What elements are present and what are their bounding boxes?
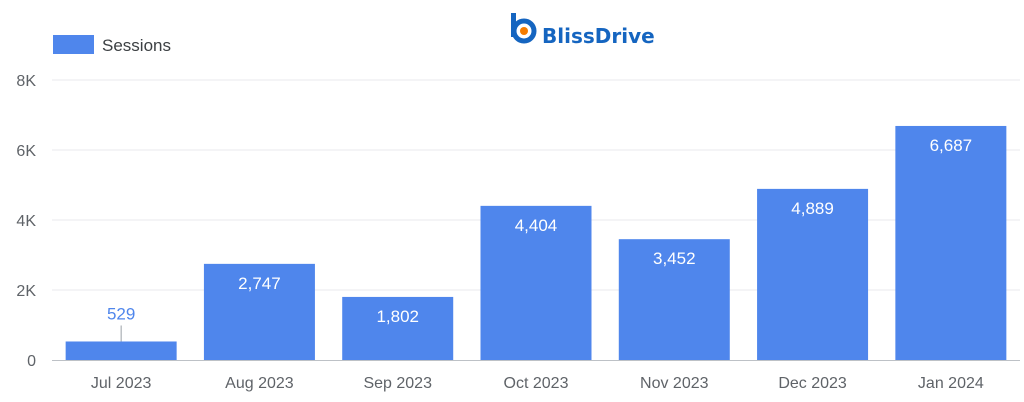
bar-value-label: 3,452 [653, 249, 696, 268]
x-tick-label: Aug 2023 [225, 375, 294, 392]
bar-value-label: 4,404 [515, 216, 558, 235]
bar-value-label: 4,889 [791, 199, 834, 218]
bar[interactable] [480, 205, 592, 360]
y-tick-label: 4K [16, 213, 36, 230]
x-axis: Jul 2023 Aug 2023 Sep 2023 Oct 2023 Nov 2023… [52, 360, 1020, 392]
bar-value-label: 529 [107, 304, 135, 323]
bar-value-label: 1,802 [376, 307, 419, 326]
bar[interactable] [203, 263, 315, 360]
bar[interactable] [618, 239, 730, 360]
y-axis: 0 2K 4K 6K 8K [16, 73, 36, 370]
bars: 529 2,747 1,802 4,404 3,452 4,889 6,687 [65, 125, 1007, 360]
x-tick-label: Jul 2023 [91, 375, 152, 392]
bar[interactable] [65, 341, 177, 360]
bar[interactable] [757, 188, 869, 360]
x-tick-label: Sep 2023 [363, 375, 432, 392]
legend-swatch-sessions [53, 35, 94, 54]
legend-label-sessions: Sessions [102, 36, 171, 55]
blissdrive-logo-icon [511, 13, 537, 44]
y-tick-label: 0 [27, 353, 36, 370]
y-tick-label: 6K [16, 143, 36, 160]
bar-value-label: 2,747 [238, 274, 281, 293]
x-tick-label: Jan 2024 [918, 375, 984, 392]
x-tick-label: Oct 2023 [504, 375, 569, 392]
legend[interactable]: Sessions [53, 35, 171, 55]
y-tick-label: 8K [16, 73, 36, 90]
bar[interactable] [342, 296, 454, 360]
brand-name: BlissDrive [542, 24, 655, 48]
x-tick-label: Nov 2023 [640, 375, 709, 392]
y-tick-label: 2K [16, 283, 36, 300]
x-tick-label: Dec 2023 [778, 375, 847, 392]
bar[interactable] [895, 125, 1007, 360]
brand-logo: BlissDrive [511, 13, 655, 48]
bar-value-label: 6,687 [930, 136, 973, 155]
